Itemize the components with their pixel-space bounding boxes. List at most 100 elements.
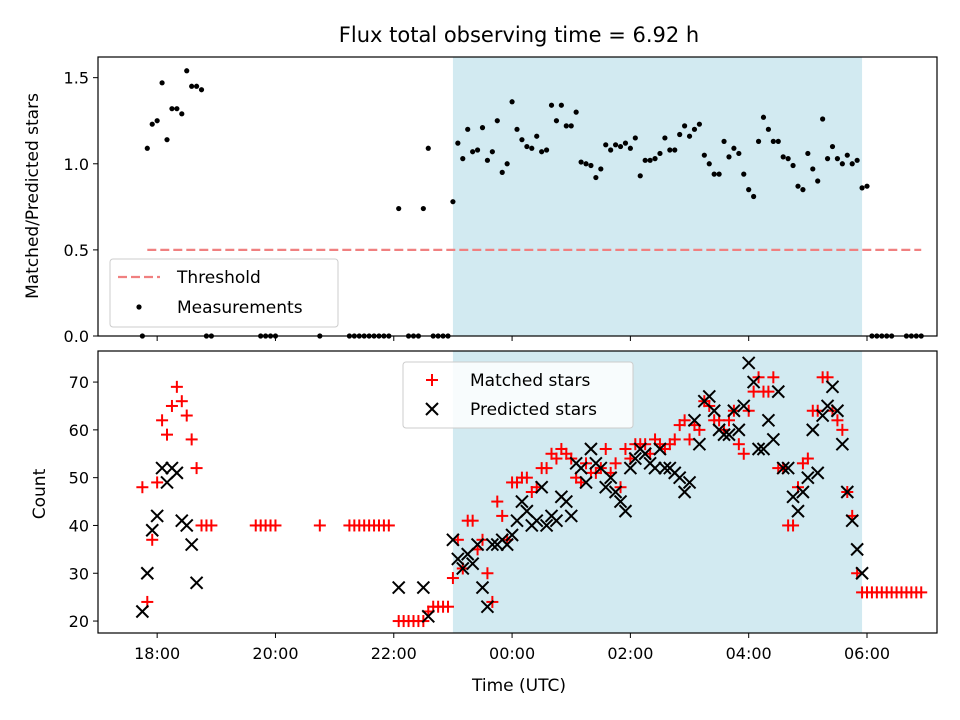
measurements-point — [682, 123, 688, 129]
measurements-point — [460, 156, 466, 162]
measurements-point — [746, 187, 752, 193]
x-marker-b — [825, 380, 840, 394]
measurements-point — [805, 150, 811, 157]
matched-stars-point — [678, 414, 691, 427]
x-marker-b — [145, 523, 159, 537]
x-marker-b — [677, 485, 692, 499]
matched-stars-point — [175, 395, 188, 408]
ratio-panel: 0.0 0.5 1.0 1.5 Matched/Predicted stars Thr… — [23, 56, 938, 346]
x-tick-label: 04:00 — [726, 644, 772, 663]
measurements-point — [198, 87, 205, 93]
measurements-point — [558, 102, 564, 108]
predicted-stars-point — [475, 580, 490, 595]
predicted-stars-point — [820, 399, 835, 413]
x-marker-b — [140, 566, 155, 580]
measurements-point — [174, 106, 180, 112]
x-marker-b — [727, 404, 741, 418]
predicted-stars-point — [672, 470, 687, 485]
predicted-stars-point — [801, 470, 815, 485]
predicted-stars-point — [628, 451, 643, 466]
matched-stars-point — [767, 371, 780, 384]
matched-stars-point — [136, 481, 149, 494]
predicted-stars-point — [170, 466, 184, 480]
measurements-point — [504, 161, 510, 167]
x-marker-b — [707, 404, 721, 418]
x-tick-label: 00:00 — [489, 644, 535, 663]
predicted-stars-point — [648, 461, 662, 475]
x-marker-b — [475, 580, 490, 595]
matched-stars-point — [446, 572, 459, 585]
matched-stars-point — [161, 428, 174, 441]
y-tick-label: 70 — [69, 373, 89, 392]
x-marker-b — [150, 509, 164, 523]
matched-stars-point — [441, 600, 454, 613]
predicted-stars-point — [623, 461, 638, 475]
measurements-point — [785, 156, 791, 162]
predicted-stars-point — [658, 461, 672, 475]
measurements-point — [824, 156, 831, 162]
measurements-point — [765, 126, 772, 132]
measurements-point — [716, 171, 722, 177]
x-marker-b — [815, 408, 830, 423]
matched-stars-point — [836, 423, 849, 436]
measurements-point — [514, 126, 520, 132]
matched-stars-point — [787, 519, 800, 532]
predicted-stars-point — [776, 461, 790, 475]
predicted-stars-point — [855, 566, 869, 580]
x-marker-b — [559, 494, 574, 509]
x-marker-b — [628, 451, 643, 466]
x-marker-b — [584, 442, 598, 456]
measurements-point — [647, 157, 653, 163]
chart-title: Flux total observing time = 6.92 h — [339, 23, 699, 47]
predicted-stars-point — [603, 470, 618, 485]
measurements-point — [179, 111, 185, 117]
matched-stars-point — [269, 519, 282, 532]
x-marker-b — [741, 356, 756, 370]
measurements-point — [563, 123, 569, 129]
measurements-point — [622, 140, 629, 146]
predicted-stars-point — [687, 413, 702, 428]
predicted-stars-point — [732, 423, 746, 437]
predicted-stars-point — [825, 380, 840, 394]
x-marker-b — [599, 480, 613, 494]
predicted-stars-point — [707, 404, 721, 418]
x-marker-b — [781, 461, 795, 475]
measurements-point — [425, 145, 431, 151]
y-tick-label: 1.0 — [64, 155, 89, 174]
measurements-point — [499, 169, 505, 175]
predicted-stars-point — [717, 427, 731, 442]
x-marker-b — [751, 442, 766, 456]
x-marker-b — [135, 604, 150, 619]
predicted-stars-point — [791, 504, 805, 518]
measurements-point — [815, 178, 821, 184]
x-marker-b — [456, 561, 470, 576]
matched-stars-point — [762, 385, 775, 398]
predicted-stars-point — [564, 509, 578, 523]
predicted-stars-point — [456, 561, 470, 576]
measurements-point — [144, 145, 150, 151]
x-marker-b — [771, 384, 785, 399]
matched-stars-point — [146, 533, 159, 546]
predicted-stars-point — [184, 537, 199, 552]
x-marker-b — [722, 427, 736, 442]
predicted-stars-point — [781, 461, 795, 475]
matched-stars-point — [382, 519, 395, 532]
measurements-point — [568, 123, 574, 129]
matched-stars-point — [668, 433, 681, 446]
predicted-stars-point — [189, 576, 204, 590]
y-tick-label: 0.5 — [64, 241, 89, 260]
matched-stars-point — [599, 442, 612, 455]
matched-stars-point — [156, 414, 169, 427]
measurements-point — [686, 133, 693, 139]
measurements-point — [662, 135, 668, 141]
predicted-stars-point — [140, 566, 155, 580]
x-tick-label: 22:00 — [371, 644, 417, 663]
matched-legend-label: Matched stars — [470, 371, 590, 391]
x-marker-b — [702, 389, 716, 404]
x-marker-b — [520, 504, 534, 518]
x-marker-b — [421, 609, 435, 623]
predicted-stars-point — [682, 475, 697, 490]
matched-stars-point — [609, 457, 622, 470]
x-marker-b — [505, 528, 519, 542]
x-marker-b — [618, 504, 633, 518]
